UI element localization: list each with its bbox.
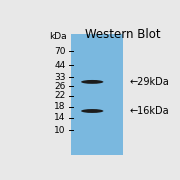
Text: 33: 33 (54, 73, 66, 82)
Text: ←16kDa: ←16kDa (130, 106, 170, 116)
Text: Western Blot: Western Blot (85, 28, 161, 41)
Text: 26: 26 (54, 82, 66, 91)
Ellipse shape (81, 109, 103, 113)
Text: 10: 10 (54, 126, 66, 135)
Ellipse shape (81, 80, 103, 84)
Text: kDa: kDa (50, 32, 67, 41)
Text: 70: 70 (54, 47, 66, 56)
Text: ←29kDa: ←29kDa (130, 77, 170, 87)
Text: 14: 14 (54, 113, 66, 122)
Text: 22: 22 (55, 91, 66, 100)
Text: 44: 44 (55, 61, 66, 70)
Bar (71, 34, 123, 155)
Text: 18: 18 (54, 102, 66, 111)
